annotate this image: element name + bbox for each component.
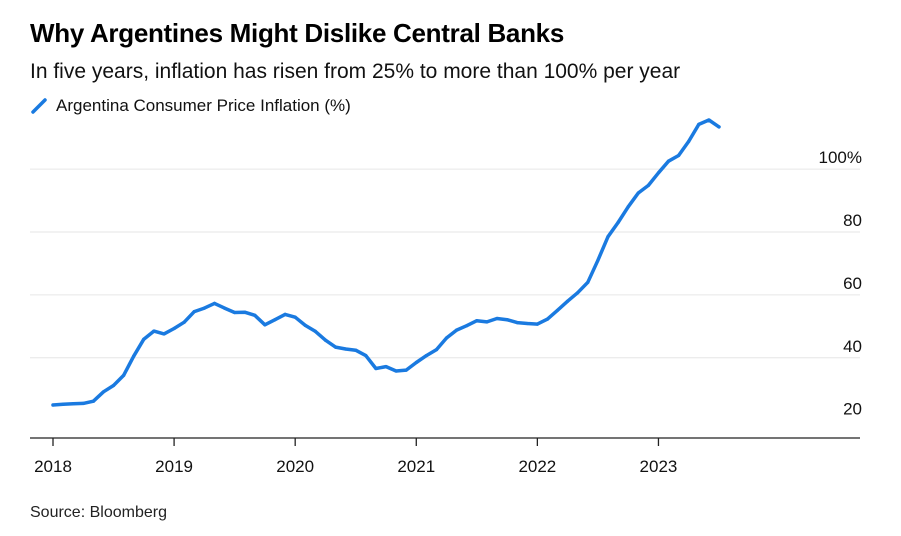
data-point-2019-02: [182, 320, 186, 324]
data-point-2021-08: [485, 320, 489, 324]
data-point-2018-01: [51, 403, 55, 407]
data-point-2021-06: [465, 324, 469, 328]
data-point-2021-09: [495, 316, 499, 321]
data-point-2022-08: [606, 235, 610, 239]
data-point-2019-09: [253, 313, 257, 317]
grid-lines: [30, 168, 860, 359]
data-point-2021-10: [505, 318, 509, 322]
data-point-2018-08: [122, 373, 126, 377]
data-point-2023-01: [656, 171, 661, 175]
tick-labels: 20 40 60 80 100% 2018 2019 2020 2021 2022 2023: [34, 148, 862, 476]
y-tick-label-40: 40: [843, 337, 862, 356]
data-point-2019-03: [192, 310, 196, 314]
data-point-2022-10: [626, 205, 630, 209]
data-point-2021-01: [414, 360, 418, 365]
x-tick-label-2021: 2021: [397, 457, 435, 476]
data-point-2021-02: [424, 354, 428, 358]
data-point-2018-11: [152, 329, 156, 333]
data-point-2022-04: [566, 299, 570, 303]
series-line-inflation: [51, 118, 721, 407]
data-point-2022-09: [616, 220, 620, 225]
legend-label: Argentina Consumer Price Inflation (%): [56, 96, 351, 115]
data-point-2020-03: [313, 329, 317, 333]
data-point-2022-06: [586, 280, 590, 284]
data-point-2023-06: [707, 118, 711, 122]
y-tick-label-80: 80: [843, 211, 862, 230]
data-point-2019-11: [273, 318, 277, 322]
data-point-2019-01: [172, 326, 176, 331]
data-point-2022-11: [636, 191, 640, 195]
data-point-2023-03: [677, 153, 681, 158]
data-point-2022-07: [596, 258, 600, 262]
data-point-2019-12: [283, 312, 287, 316]
data-point-2021-12: [525, 321, 529, 326]
x-axis: [30, 437, 860, 446]
data-point-2019-07: [233, 310, 237, 315]
x-tick-label-2019: 2019: [155, 457, 193, 476]
data-point-2018-12: [162, 332, 166, 336]
data-point-2021-05: [455, 328, 459, 332]
data-point-2021-07: [475, 319, 479, 323]
data-point-2021-04: [444, 336, 449, 340]
data-point-2022-03: [555, 308, 560, 312]
data-point-2019-04: [202, 306, 206, 310]
data-point-2018-05: [91, 399, 95, 403]
y-tick-label-100: 100%: [819, 148, 862, 167]
legend: Argentina Consumer Price Inflation (%): [30, 96, 351, 116]
data-point-2022-01: [535, 322, 540, 326]
data-point-2023-07: [717, 125, 721, 129]
data-point-2020-12: [404, 368, 408, 372]
data-point-2018-09: [132, 354, 136, 358]
legend-line-icon: [31, 98, 47, 114]
data-point-2023-05: [697, 122, 701, 126]
data-point-2020-06: [344, 347, 348, 351]
data-point-2019-05: [212, 301, 217, 305]
data-point-2018-02: [61, 402, 65, 406]
data-point-2018-03: [71, 402, 75, 406]
data-point-2019-08: [243, 310, 247, 314]
data-point-2023-04: [687, 139, 691, 143]
data-point-2018-10: [142, 337, 146, 341]
chart-title: Why Argentines Might Dislike Central Ban…: [30, 18, 564, 48]
data-point-2021-11: [515, 321, 519, 325]
x-tick-label-2020: 2020: [276, 457, 314, 476]
chart-subtitle: In five years, inflation has risen from …: [30, 60, 681, 83]
source-note: Source: Bloomberg: [30, 504, 167, 521]
data-point-2023-02: [666, 159, 671, 163]
data-point-2020-05: [333, 345, 338, 349]
data-point-2020-10: [384, 365, 388, 369]
data-point-2018-04: [81, 401, 85, 405]
data-point-2022-02: [545, 317, 550, 321]
data-point-2018-07: [111, 383, 116, 388]
data-point-2020-04: [323, 338, 328, 342]
data-point-2022-12: [646, 183, 651, 187]
data-point-2020-01: [293, 315, 297, 319]
data-point-2020-08: [364, 354, 368, 358]
data-point-2018-06: [101, 390, 106, 394]
data-point-2020-07: [354, 348, 358, 352]
data-point-2019-10: [263, 323, 267, 327]
data-point-2022-05: [576, 291, 580, 295]
data-point-2020-02: [303, 323, 307, 327]
y-tick-label-20: 20: [843, 400, 862, 419]
y-tick-label-60: 60: [843, 274, 862, 293]
x-tick-label-2023: 2023: [640, 457, 678, 476]
x-tick-label-2018: 2018: [34, 457, 72, 476]
data-point-2020-11: [394, 369, 398, 373]
data-point-2020-09: [374, 366, 378, 371]
x-tick-label-2022: 2022: [518, 457, 556, 476]
data-point-2021-03: [434, 348, 439, 352]
series-layer: [51, 118, 721, 407]
data-point-2019-06: [222, 306, 227, 310]
